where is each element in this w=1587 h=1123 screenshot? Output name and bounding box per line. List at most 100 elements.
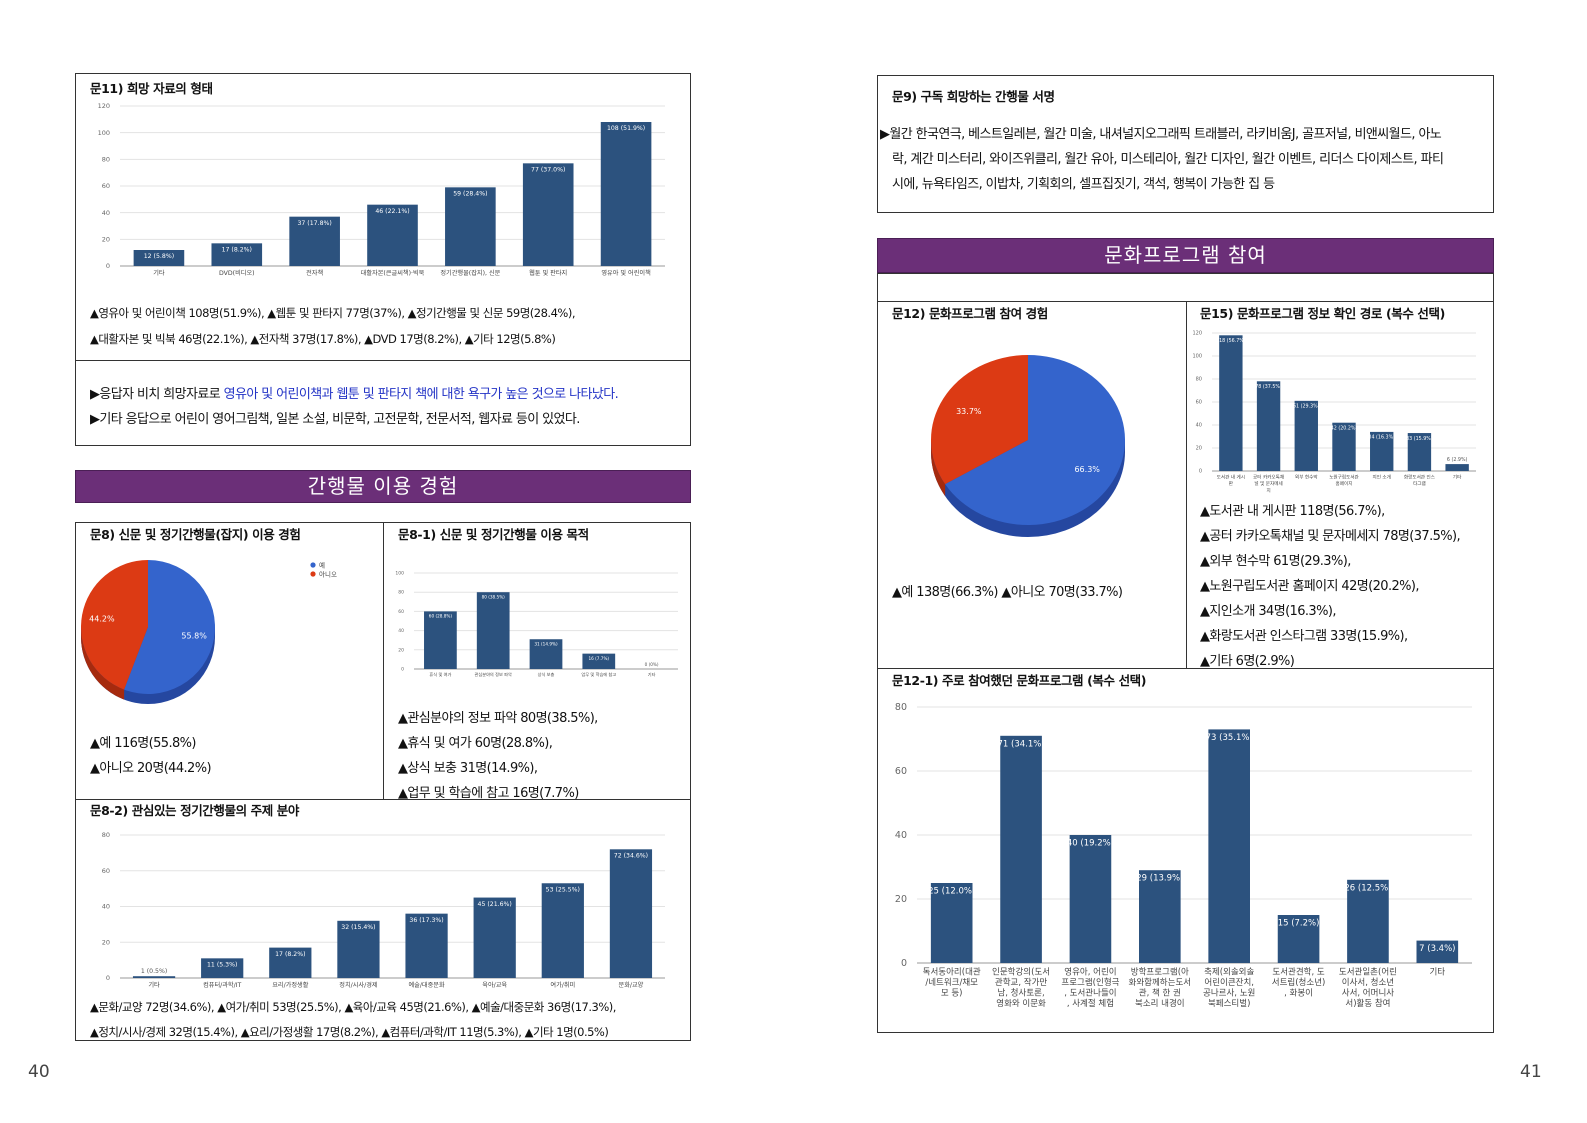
q8-1-note-4: ▲업무 및 학습에 참고 16명(7.7%) <box>398 786 579 801</box>
y-tick-label: 40 <box>102 209 110 217</box>
category-label: 홈페이지 <box>1336 480 1353 487</box>
bar <box>201 958 244 978</box>
y-tick-label: 0 <box>401 667 404 673</box>
bar <box>337 920 380 978</box>
culture-box <box>877 273 1494 1033</box>
category-label: DVD(비디오) <box>219 269 255 277</box>
category-label: 휴식 및 여가 <box>429 671 451 678</box>
y-tick-label: 0 <box>901 958 907 969</box>
category-label: 관, 책 한 권 <box>1139 988 1181 999</box>
data-label: 46 (22.1%) <box>375 208 409 215</box>
category-label: 화랑도서관 인스 <box>1404 474 1435 481</box>
q15-title: 문15) 문화프로그램 정보 확인 경로 (복수 선택) <box>1200 306 1445 321</box>
y-tick-label: 20 <box>102 236 110 244</box>
bar <box>1294 400 1318 471</box>
q9-box <box>877 75 1494 213</box>
bar <box>1256 381 1281 471</box>
category-label: 서트립(청소년) <box>1272 977 1326 988</box>
data-label: 11 (5.3%) <box>207 962 237 969</box>
q9-line-2: 락, 계간 미스터리, 와이즈위클리, 월간 유아, 미스테리아, 월간 디자인… <box>892 152 1444 167</box>
y-tick-label: 100 <box>98 129 110 137</box>
category-label: 축제(외솔외솔 <box>1204 967 1254 978</box>
data-label: 17 (8.2%) <box>222 247 252 254</box>
category-label: 관학교, 작가만 <box>995 977 1048 988</box>
q8-1-note-3: ▲상식 보충 31명(14.9%), <box>398 761 538 776</box>
q8-1-title: 문8-1) 신문 및 정기간행물 이용 목적 <box>398 527 589 542</box>
y-tick-label: 20 <box>1196 446 1202 452</box>
data-label: 36 (17.3%) <box>409 917 443 924</box>
legend-marker <box>310 571 316 577</box>
y-tick-label: 40 <box>398 628 404 634</box>
y-tick-label: 100 <box>395 571 404 577</box>
data-label: 26 (12.5%) <box>1344 883 1391 893</box>
data-label: 40 (19.2%) <box>1067 839 1114 849</box>
y-tick-label: 80 <box>102 831 110 839</box>
data-label: 78 (37.5%) <box>1255 384 1282 390</box>
legend-marker <box>310 562 316 568</box>
q8-2-chart: 0 20 40 60 80 1 (0.5%) 기타 11 (5.3%) 컴퓨터/과학/IT 17 … <box>102 831 665 989</box>
bar <box>541 883 584 978</box>
q11-note-1: ▲영유아 및 어린이책 108명(51.9%), ▲웹툰 및 판타지 77명(3… <box>90 306 575 320</box>
bar <box>476 592 510 669</box>
bar <box>1407 433 1432 471</box>
legend-label: 아니오 <box>319 570 337 579</box>
data-label: 42 (20.2%) <box>1331 426 1358 432</box>
bar <box>1139 870 1181 963</box>
data-label: 37 (17.8%) <box>297 220 331 227</box>
q9-line-1: ▶월간 한국연극, 베스트일레븐, 월간 미술, 내셔널지오그래픽 트래블러, … <box>880 127 1442 142</box>
data-label: 1 (0.5%) <box>141 968 167 975</box>
y-tick-label: 120 <box>1192 331 1202 337</box>
bar <box>405 913 448 978</box>
data-label: 72 (34.6%) <box>614 853 648 860</box>
q12-1-chart: 0 20 40 60 80 25 (12.0%) 독서동아리(대관/네트워크/채모모 등) 7… <box>895 702 1472 1009</box>
section-band-culture: 문화프로그램 참여 <box>877 238 1494 273</box>
data-label: 80 (38.5%) <box>482 594 506 599</box>
category-label: 영화와 이문화 <box>996 998 1046 1009</box>
category-label: 관심분야의 정보 파악 <box>475 671 512 678</box>
bar <box>582 653 616 669</box>
y-tick-label: 0 <box>106 262 110 270</box>
y-tick-label: 20 <box>398 647 404 653</box>
category-label: 도서관일촌(어린 <box>1339 967 1397 978</box>
category-label: 지인 소개 <box>1373 474 1391 481</box>
data-label: 12 (5.8%) <box>144 253 174 260</box>
y-tick-label: 20 <box>102 938 110 946</box>
q11-comment-2: ▶기타 응답으로 어린이 영어그림책, 일본 소설, 비문학, 고전문학, 전문… <box>90 412 580 427</box>
pie-label: 55.8% <box>181 631 207 640</box>
data-label: 6 (2.9%) <box>1447 457 1468 463</box>
bar <box>133 250 185 266</box>
y-tick-label: 80 <box>1196 377 1202 383</box>
q8-2-title: 문8-2) 관심있는 정기간행물의 주제 분야 <box>90 803 300 818</box>
bar <box>529 639 563 669</box>
bar <box>289 216 340 266</box>
category-label: 외부 현수막 <box>1295 474 1318 481</box>
data-label: 16 (7.7%) <box>589 656 610 661</box>
category-label: 사서, 어머니사 <box>1342 988 1395 999</box>
q12-divider-v <box>1186 301 1187 668</box>
category-label: 기타 <box>648 671 656 678</box>
y-tick-label: 60 <box>1196 400 1202 406</box>
q12-title: 문12) 문화프로그램 참여 경험 <box>892 306 1048 321</box>
pie-slice <box>931 355 1028 485</box>
bar <box>1000 735 1042 963</box>
y-tick-label: 60 <box>102 182 110 190</box>
category-label: 기타 <box>153 269 165 277</box>
category-label: 인문학강의(도서 <box>992 967 1050 978</box>
bar <box>522 163 574 266</box>
data-label: 34 (16.3%) <box>1368 435 1395 441</box>
legend-label: 예 <box>319 561 325 570</box>
category-label: 널 및 문자메세 <box>1254 480 1282 487</box>
category-label: , 화봉이 <box>1284 988 1313 999</box>
category-label: 독서동아리(대관 <box>923 967 981 978</box>
data-label: 59 (28.4%) <box>453 191 487 198</box>
category-label: 도서관 내 게시 <box>1217 474 1245 481</box>
data-label: 61 (29.3%) <box>1293 404 1320 410</box>
q12-divider-h <box>877 668 1494 669</box>
category-label: 타그램 <box>1413 480 1426 487</box>
data-label: 53 (25.5%) <box>546 886 580 893</box>
pie-label: 66.3% <box>1074 465 1100 474</box>
data-label: 25 (12.0%) <box>928 887 975 897</box>
category-label: 이사서, 청소년 <box>1342 977 1394 988</box>
bar <box>367 204 418 266</box>
y-tick-label: 60 <box>895 766 907 777</box>
